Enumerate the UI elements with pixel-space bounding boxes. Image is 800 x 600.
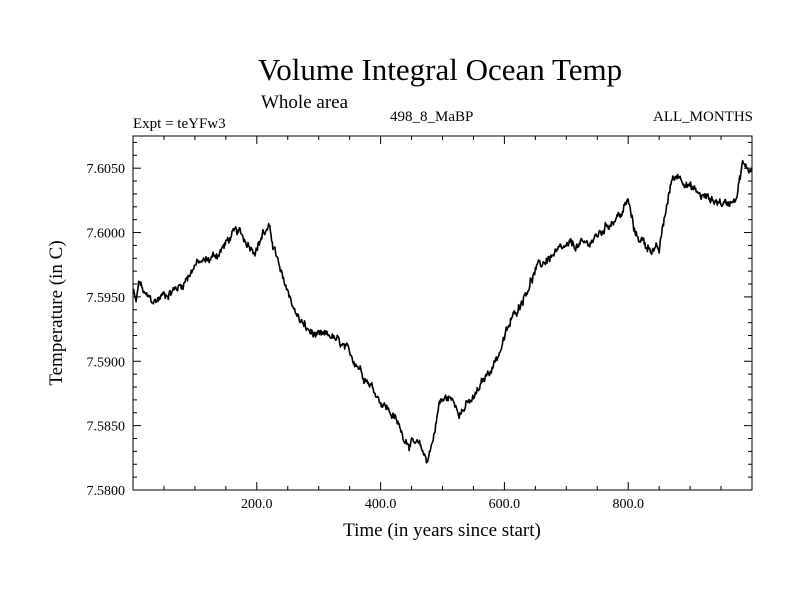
x-tick-label: 400.0 (365, 497, 397, 512)
y-tick-label: 7.5900 (87, 355, 126, 370)
x-axis-label: Time (in years since start) (343, 520, 541, 541)
experiment-label: Expt = teYFw3 (133, 116, 226, 132)
series-line (132, 159, 753, 464)
x-tick-label: 600.0 (489, 497, 521, 512)
period-label: ALL_MONTHS (653, 109, 753, 125)
y-tick-label: 7.6000 (87, 227, 126, 242)
plot-frame (132, 135, 753, 491)
x-tick-label: 800.0 (612, 497, 644, 512)
y-tick-label: 7.5850 (87, 420, 126, 435)
chart-subtitle: Whole area (261, 92, 349, 113)
series-layer (132, 159, 753, 464)
axis-ticks: 200.0 400.0 600.0 800.0 7.5800 7.5850 7.5900 7.… (87, 136, 752, 512)
chart-title: Volume Integral Ocean Temp (257, 52, 623, 87)
y-tick-label: 7.5950 (87, 291, 126, 306)
y-tick-label: 7.6050 (87, 162, 126, 177)
run-label: 498_8_MaBP (390, 109, 474, 125)
y-axis-label: Temperature (in C) (46, 240, 67, 385)
y-tick-label: 7.5800 (87, 484, 126, 499)
x-tick-label: 200.0 (241, 497, 273, 512)
